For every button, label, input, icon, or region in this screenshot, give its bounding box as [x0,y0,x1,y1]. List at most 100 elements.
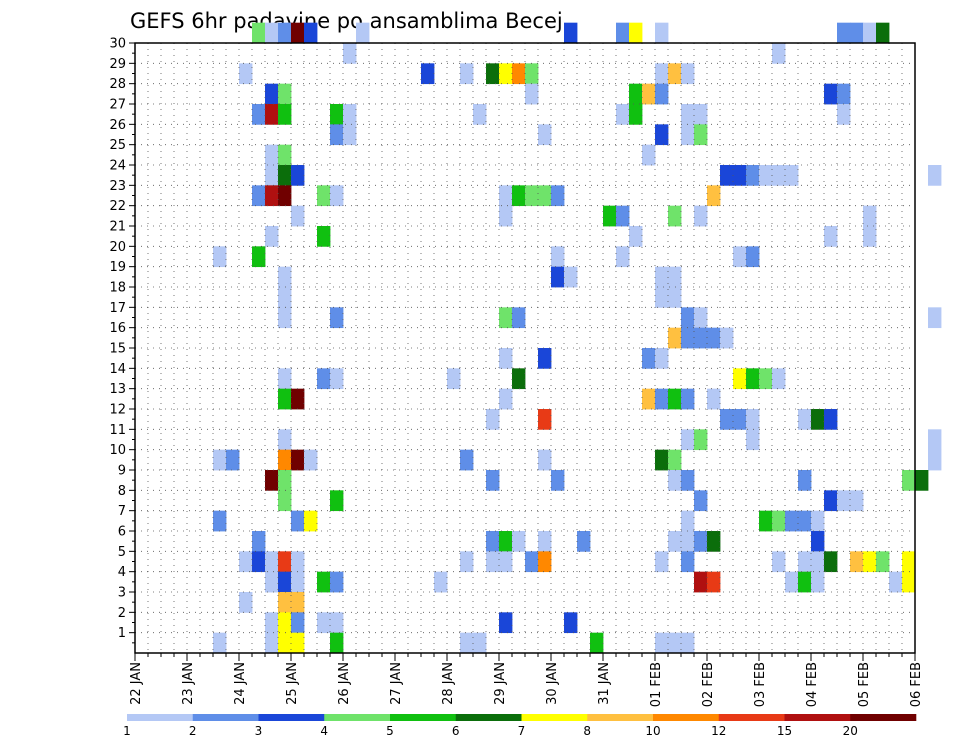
heatmap-cell [681,632,695,654]
heatmap-cell [811,551,825,573]
heatmap-cell [278,490,292,512]
heatmap-cell [551,470,565,491]
heatmap-cell [837,22,851,44]
heatmap-cell [707,531,721,552]
x-tick-label: 31 JAN [597,662,612,705]
heatmap-cell [512,307,526,329]
heatmap-cell [668,470,682,491]
heatmap-cell [278,368,292,390]
colorbar-swatch [653,714,720,721]
heatmap-cell [265,632,279,654]
y-tick-label: 11 [109,423,126,438]
heatmap-cells [213,22,942,654]
heatmap-cell [876,22,890,44]
heatmap-cell [538,449,552,471]
heatmap-cell [863,22,877,44]
heatmap-cell [486,63,500,85]
heatmap-cell [330,307,344,329]
y-tick-label: 5 [118,545,126,560]
heatmap-cell [538,531,552,552]
heatmap-cell [629,83,643,105]
x-tick-label: 02 FEB [701,662,716,707]
heatmap-cell [616,104,630,125]
heatmap-cell [343,104,357,125]
y-tick-label: 24 [109,159,126,174]
heatmap-cell [876,551,890,573]
heatmap-cell [252,551,266,573]
heatmap-cell [213,632,227,654]
heatmap-cell [655,124,669,146]
heatmap-cell [759,510,773,532]
y-tick-label: 18 [109,281,126,296]
heatmap-cell [291,510,305,532]
heatmap-cell [460,632,474,654]
heatmap-cell [278,266,292,288]
heatmap-cell [655,83,669,105]
y-axis: 1234567891011121314151617181920212223242… [109,37,135,644]
heatmap-cell [291,388,305,410]
heatmap-cell [928,449,942,471]
heatmap-cell [798,510,812,532]
heatmap-cell [746,165,760,186]
heatmap-cell [265,165,279,186]
heatmap-cell [655,22,669,44]
heatmap-cell [837,490,851,512]
y-tick-label: 4 [118,565,126,580]
heatmap-cell [291,449,305,471]
x-tick-label: 06 FEB [909,662,924,707]
heatmap-cell [759,368,773,390]
heatmap-cell [811,571,825,593]
heatmap-cell [720,327,734,349]
heatmap-cell [304,22,318,44]
y-tick-label: 14 [109,362,126,377]
heatmap-cell [330,632,344,654]
heatmap-cell [707,327,721,349]
heatmap-cell [863,551,877,573]
heatmap-cell [278,287,292,308]
heatmap-cell [239,63,253,85]
heatmap-cell [577,531,591,552]
heatmap-cell [473,104,487,125]
heatmap-cell [824,226,838,247]
colorbar-label: 1 [123,724,131,738]
heatmap-cell [317,612,331,634]
heatmap-cell [278,612,292,634]
y-tick-label: 20 [109,240,126,255]
heatmap-cell [239,592,253,613]
heatmap-cell [772,551,786,573]
x-tick-label: 05 FEB [857,662,872,707]
heatmap-cell [525,63,539,85]
colorbar-label: 2 [189,724,197,738]
heatmap-cell [278,470,292,491]
heatmap-cell [694,490,708,512]
heatmap-cell [668,327,682,349]
heatmap-cell [486,470,500,491]
heatmap-cell [733,246,747,268]
heatmap-cell [538,348,552,369]
colorbar-label: 12 [711,724,726,738]
heatmap-cell [668,388,682,410]
heatmap-cell [213,449,227,471]
heatmap-cell [655,551,669,573]
colorbar-swatch [390,714,457,721]
heatmap-cell [499,388,513,410]
heatmap-cell [330,185,344,207]
heatmap-cell [798,551,812,573]
heatmap-cell [681,510,695,532]
x-tick-label: 30 JAN [545,662,560,705]
heatmap-cell [252,22,266,44]
heatmap-cell [512,368,526,390]
heatmap-cell [694,124,708,146]
heatmap-cell [759,165,773,186]
heatmap-cell [291,165,305,186]
heatmap-cell [499,551,513,573]
heatmap-cell [616,246,630,268]
heatmap-cell [317,368,331,390]
heatmap-cell [278,165,292,186]
y-tick-label: 6 [118,525,126,540]
heatmap-cell [278,449,292,471]
heatmap-cell [785,510,799,532]
heatmap-cell [850,551,864,573]
heatmap-cell [616,22,630,44]
